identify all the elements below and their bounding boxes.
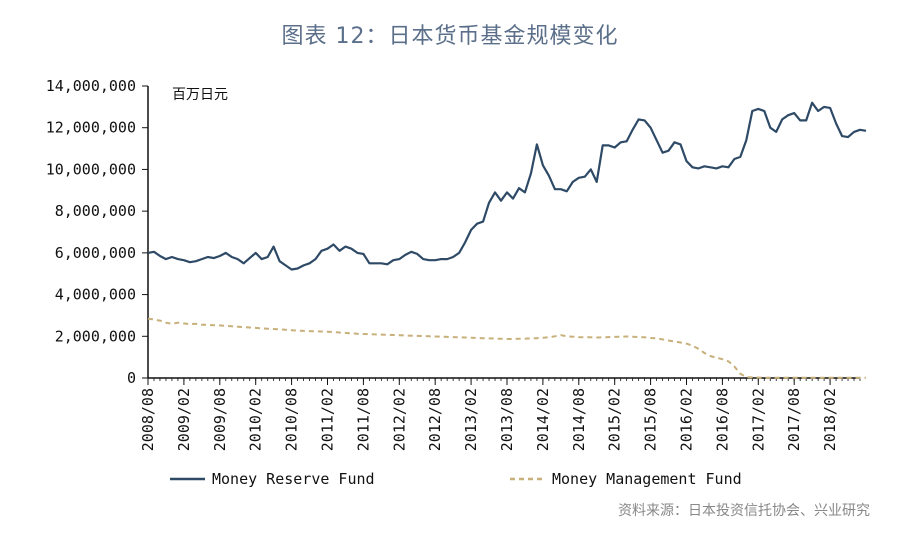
x-tick-label: 2016/02 xyxy=(677,388,695,451)
legend: Money Reserve Fund Money Management Fund xyxy=(170,470,742,488)
unit-label: 百万日元 xyxy=(172,87,228,103)
legend-label-mrf: Money Reserve Fund xyxy=(212,470,375,488)
chart-title: 图表 12：日本货币基金规模变化 xyxy=(281,24,619,49)
y-tick-label: 2,000,000 xyxy=(55,327,136,345)
y-tick-label: 6,000,000 xyxy=(55,244,136,262)
x-tick-label: 2017/08 xyxy=(785,388,803,451)
y-tick-label: 14,000,000 xyxy=(46,77,136,95)
axes xyxy=(147,86,860,379)
x-tick-label: 2015/08 xyxy=(642,388,660,451)
x-tick-label: 2012/08 xyxy=(426,388,444,451)
y-tick-label: 12,000,000 xyxy=(46,119,136,137)
x-tick-label: 2013/02 xyxy=(462,388,480,451)
x-tick-label: 2017/02 xyxy=(749,388,767,451)
y-tick-label: 8,000,000 xyxy=(55,202,136,220)
legend-label-mmf: Money Management Fund xyxy=(552,470,742,488)
x-tick-label: 2014/02 xyxy=(534,388,552,451)
y-tick-label: 10,000,000 xyxy=(46,160,136,178)
source-note: 资料来源：日本投资信托协会、兴业研究 xyxy=(618,503,870,519)
x-tick-label: 2012/02 xyxy=(390,388,408,451)
x-tick-label: 2010/08 xyxy=(283,388,301,451)
series-line-mmf xyxy=(147,317,866,379)
x-tick-label: 2009/08 xyxy=(211,388,229,451)
x-tick-label: 2018/02 xyxy=(821,388,839,451)
x-tick-label: 2011/08 xyxy=(354,388,372,451)
x-tick-label: 2009/02 xyxy=(175,388,193,451)
x-tick-label: 2010/02 xyxy=(247,388,265,451)
x-tick-label: 2008/08 xyxy=(139,388,157,451)
x-axis-ticks: 2008/08 2009/02 2009/08 2010/02 2010/08 2011/… xyxy=(139,378,861,451)
x-tick-label: 2011/02 xyxy=(318,388,336,451)
x-tick-label: 2016/08 xyxy=(713,388,731,451)
x-tick-label: 2014/08 xyxy=(570,388,588,451)
x-tick-label: 2015/02 xyxy=(606,388,624,451)
series-line-mrf xyxy=(147,101,867,271)
y-tick-label: 0 xyxy=(127,369,136,387)
y-tick-label: 4,000,000 xyxy=(55,286,136,304)
series-layer xyxy=(147,101,867,379)
y-axis-ticks: 0 2,000,000 4,000,000 6,000,000 8,000,000 10,… xyxy=(46,77,148,387)
x-tick-label: 2013/08 xyxy=(498,388,516,451)
